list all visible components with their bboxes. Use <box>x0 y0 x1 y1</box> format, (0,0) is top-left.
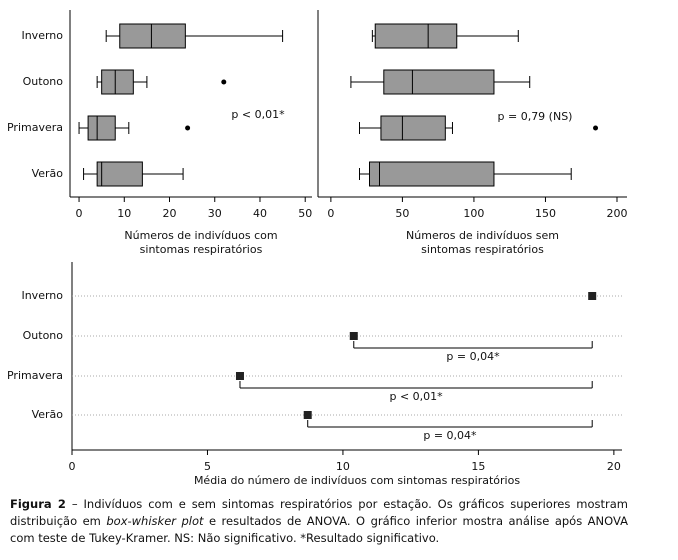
category-label: Outono <box>23 329 64 342</box>
mean-marker <box>588 292 597 300</box>
mean-marker <box>235 372 244 380</box>
x-tick-label: 50 <box>395 207 409 220</box>
caption-label: Figura 2 <box>10 497 66 511</box>
x-tick-label: 0 <box>76 207 83 220</box>
annotation: p < 0,01* <box>231 108 285 121</box>
x-axis-label: Números de indivíduos sem <box>406 229 559 242</box>
box <box>380 115 446 141</box>
x-tick-label: 0 <box>69 460 76 473</box>
x-tick-label: 200 <box>606 207 627 220</box>
category-label: Verão <box>32 167 64 180</box>
caption: Figura 2 – Indivíduos com e sem sintomas… <box>10 496 628 547</box>
outlier <box>593 125 599 131</box>
category-label: Inverno <box>21 29 63 42</box>
mean-marker <box>303 411 312 419</box>
comparison-label: p = 0,04* <box>423 429 477 442</box>
x-tick-label: 150 <box>535 207 556 220</box>
category-label: Primavera <box>7 369 63 382</box>
outlier <box>185 125 191 131</box>
category-label: Outono <box>23 75 64 88</box>
box <box>383 69 495 95</box>
category-label: Inverno <box>21 289 63 302</box>
x-tick-label: 5 <box>204 460 211 473</box>
x-tick-label: 100 <box>463 207 484 220</box>
outlier <box>221 79 227 85</box>
mean-marker <box>349 332 358 340</box>
annotation: p = 0,79 (NS) <box>498 110 573 123</box>
caption-text: e resultados de ANOVA. O gráfico inferio… <box>10 514 628 545</box>
caption-text: – Indivíduos com e sem sintomas respirat… <box>10 497 629 528</box>
x-axis-label: sintomas respiratórios <box>421 243 544 256</box>
comparison-label: p = 0,04* <box>446 350 500 363</box>
caption-emphasis: box-whisker plot <box>106 514 204 528</box>
x-axis-label: Média do número de indivíduos com sintom… <box>194 474 520 487</box>
box <box>96 161 143 187</box>
x-tick-label: 20 <box>163 207 177 220</box>
x-tick-label: 10 <box>336 460 350 473</box>
x-tick-label: 10 <box>117 207 131 220</box>
x-axis-label: sintomas respiratórios <box>140 243 263 256</box>
x-tick-label: 0 <box>327 207 334 220</box>
x-tick-label: 20 <box>607 460 621 473</box>
x-tick-label: 40 <box>253 207 267 220</box>
box <box>119 23 186 49</box>
x-tick-label: 50 <box>298 207 312 220</box>
category-label: Primavera <box>7 121 63 134</box>
box <box>374 23 458 49</box>
box <box>101 69 134 95</box>
comparison-label: p < 0,01* <box>389 390 443 403</box>
x-tick-label: 15 <box>471 460 485 473</box>
x-tick-label: 30 <box>208 207 222 220</box>
x-axis-label: Números de indivíduos com <box>124 229 277 242</box>
category-label: Verão <box>32 408 64 421</box>
box <box>87 115 116 141</box>
box <box>369 161 495 187</box>
